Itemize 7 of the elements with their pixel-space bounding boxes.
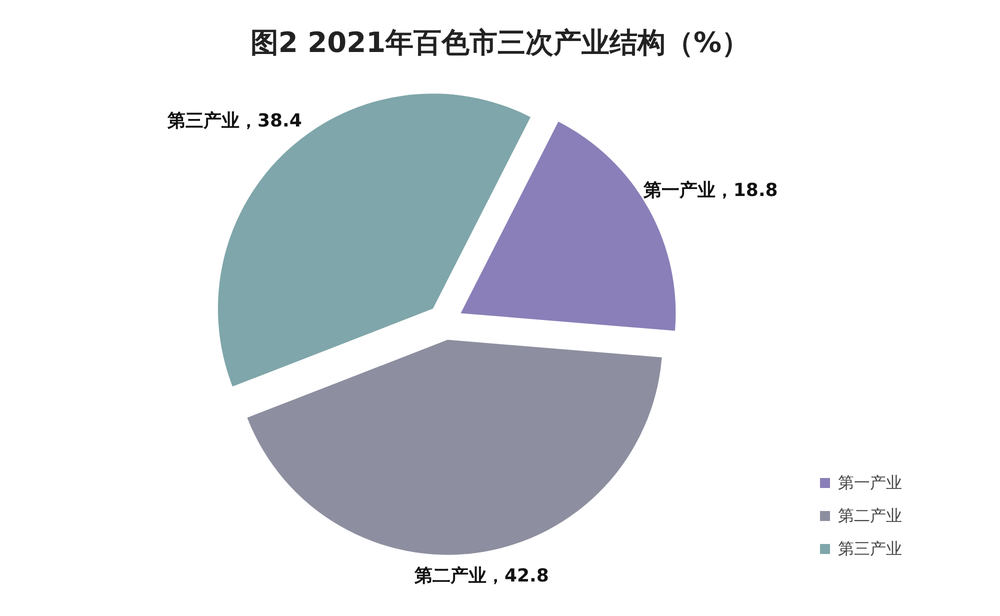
legend-label: 第三产业 <box>838 539 902 558</box>
data-label: 第三产业，38.4 <box>166 110 302 132</box>
legend-label: 第二产业 <box>838 506 902 525</box>
data-label: 第二产业，42.8 <box>414 565 549 586</box>
legend-label: 第一产业 <box>838 473 902 492</box>
chart-title: 图2 2021年百色市三次产业结构（%） <box>250 26 750 59</box>
data-label: 第一产业，18.8 <box>642 180 778 201</box>
